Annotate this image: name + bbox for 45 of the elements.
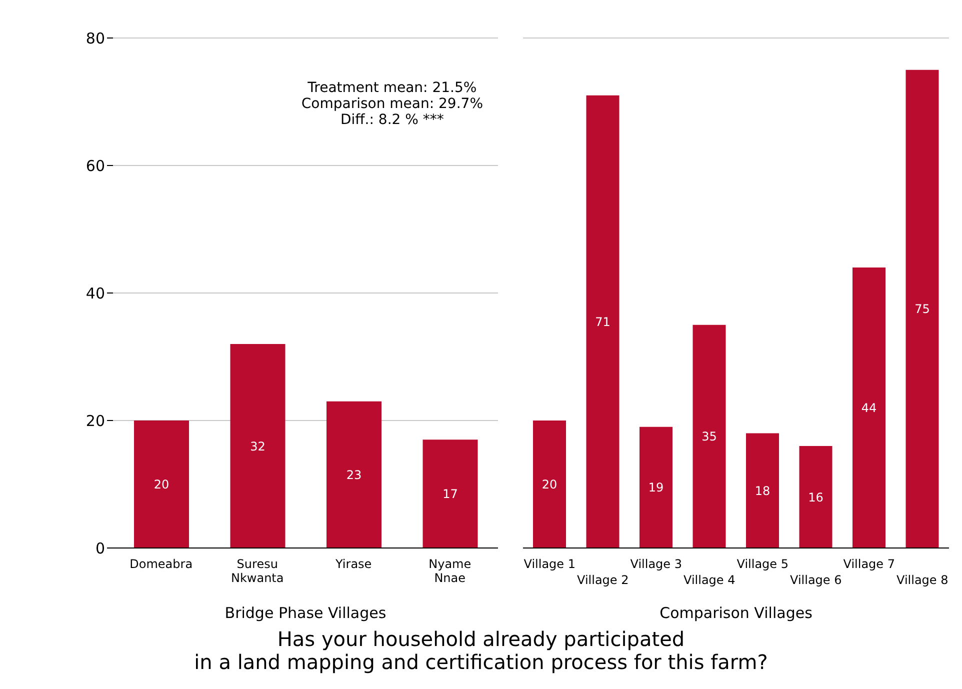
bar	[326, 401, 382, 548]
x-tick-label: Village 2	[577, 573, 629, 587]
bar	[134, 420, 189, 548]
x-axis-title: Bridge Phase Villages	[224, 604, 386, 622]
x-tick-label: Village 8	[896, 573, 948, 587]
x-tick-label: Village 4	[684, 573, 736, 587]
data-label: 20	[154, 478, 170, 492]
y-tick-label: 40	[86, 284, 105, 302]
bar	[533, 420, 566, 548]
bar	[422, 440, 478, 548]
data-label: 71	[595, 314, 610, 329]
annotation: Treatment mean: 21.5% Comparison mean: 29.7% Diff.: 8.2 % ***	[301, 80, 483, 128]
y-tick-label: 20	[86, 412, 105, 430]
y-tick-label: 0	[95, 539, 105, 558]
bar	[852, 268, 886, 548]
x-tick-label: Yirase	[334, 557, 372, 571]
data-label: 35	[702, 430, 717, 444]
data-label: 18	[754, 484, 770, 498]
y-tick-label: 60	[86, 156, 105, 175]
x-tick-label: Village 1	[524, 557, 576, 571]
data-label: 17	[442, 487, 458, 502]
bar	[746, 433, 779, 548]
data-label: 32	[250, 439, 266, 454]
bar	[692, 324, 726, 548]
data-label: 16	[808, 490, 824, 504]
x-tick-label: Nyame Nnae	[428, 557, 472, 585]
x-tick-label: Village 6	[790, 573, 842, 587]
text: Has your household already participated in a land mapping and certification process for this farm?	[193, 627, 769, 674]
bar	[906, 70, 939, 548]
x-axis-title: Comparison Villages	[660, 604, 813, 622]
bar	[640, 426, 672, 548]
bar	[799, 446, 832, 548]
data-label: 75	[914, 302, 930, 316]
x-tick-label: Village 7	[843, 557, 895, 571]
data-label: 44	[861, 401, 877, 416]
x-tick-label: Domeabra	[130, 557, 193, 571]
bar	[230, 344, 286, 548]
x-tick-label: Village 5	[736, 557, 788, 571]
y-tick-label: 80	[86, 29, 105, 48]
data-label: 19	[648, 480, 664, 495]
bar	[586, 95, 620, 548]
x-tick-label: Suresu Nkwanta	[230, 557, 284, 585]
data-label: 23	[346, 468, 362, 482]
x-tick-label: Village 3	[630, 557, 682, 571]
data-label: 20	[542, 478, 558, 492]
